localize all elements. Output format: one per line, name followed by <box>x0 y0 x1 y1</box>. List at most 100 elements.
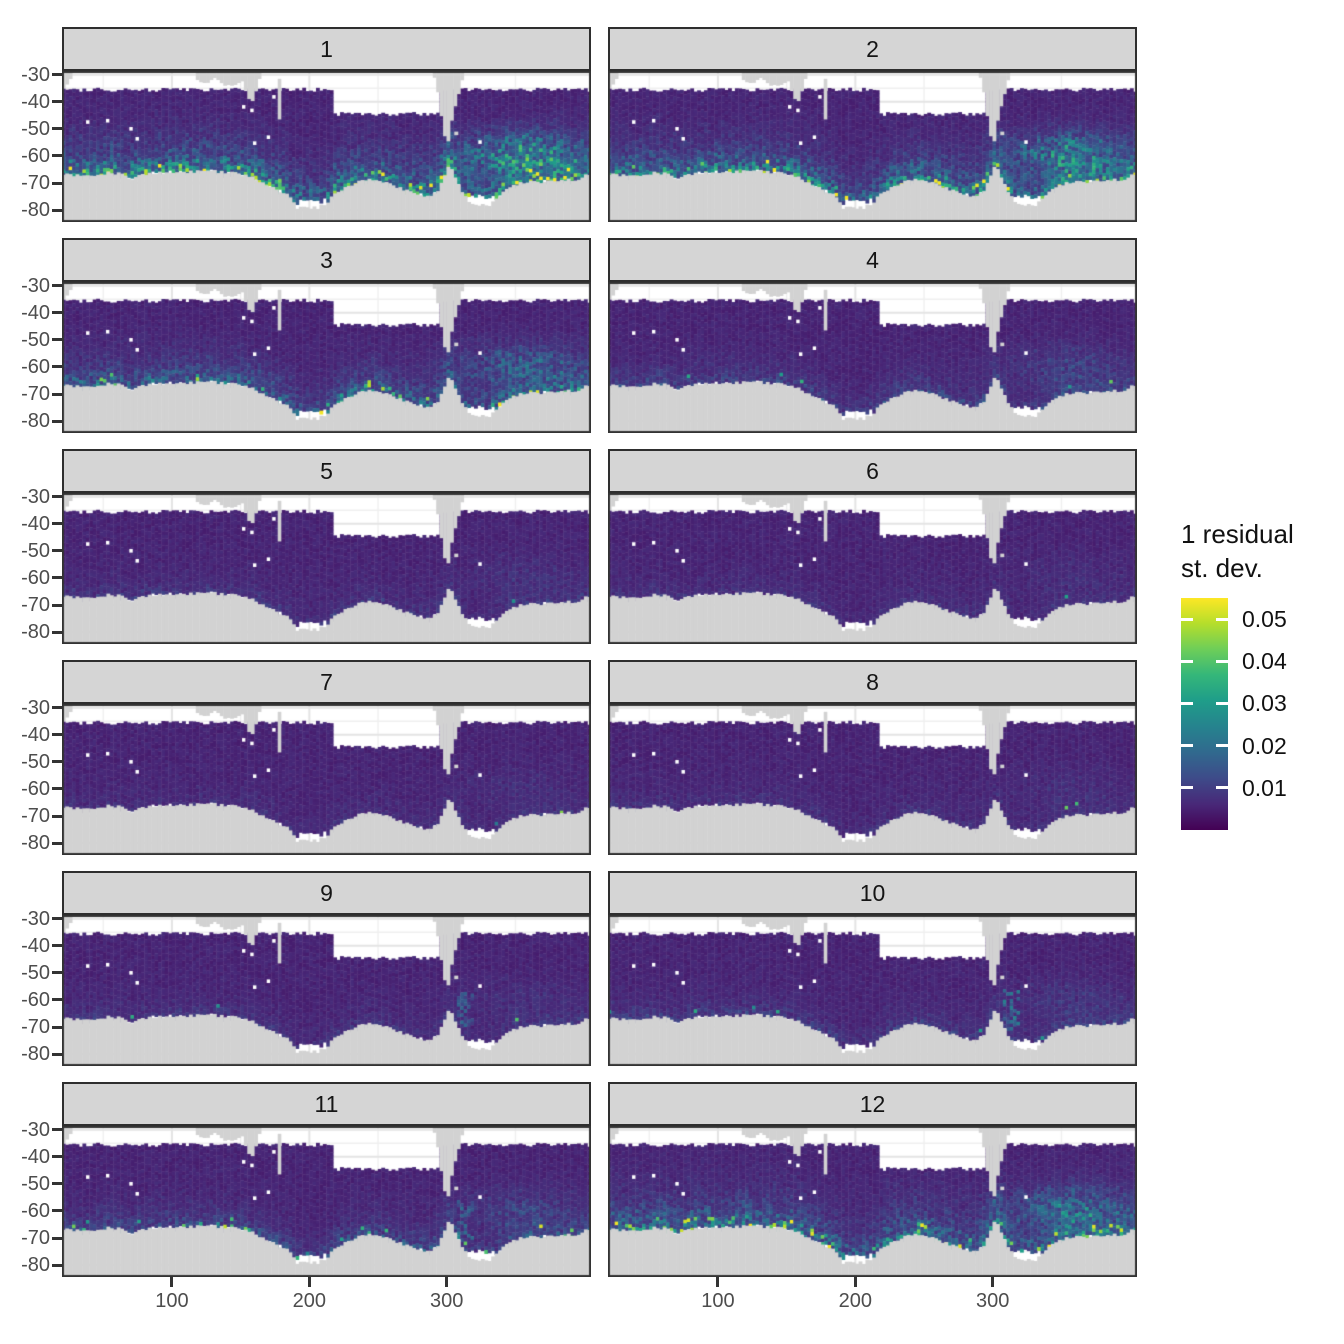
y-axis-tick <box>52 100 62 104</box>
y-axis-tick <box>52 706 62 710</box>
legend-tick-right <box>1216 786 1228 790</box>
legend-title-line1: 1 residual <box>1181 519 1294 549</box>
y-axis-tick <box>52 971 62 975</box>
y-axis-tick <box>52 419 62 423</box>
facet-strip-7: 7 <box>62 660 591 704</box>
legend-tick-right <box>1216 659 1228 663</box>
map-panel-12 <box>608 1126 1137 1277</box>
y-axis-tick <box>52 127 62 131</box>
x-axis-tick <box>991 1277 995 1287</box>
y-axis-tick <box>52 1209 62 1213</box>
y-axis-tick <box>52 284 62 288</box>
y-axis-tick <box>52 733 62 737</box>
facet-strip-12: 12 <box>608 1082 1137 1126</box>
y-axis-label: -40 <box>21 301 50 324</box>
map-panel-6 <box>608 493 1137 644</box>
y-axis-label: -80 <box>21 1043 50 1066</box>
y-axis-tick <box>52 311 62 315</box>
y-axis-tick <box>52 603 62 607</box>
y-axis-label: -60 <box>21 1199 50 1222</box>
y-axis-label: -50 <box>21 961 50 984</box>
x-axis-label: 200 <box>292 1290 326 1312</box>
y-axis-label: -50 <box>21 750 50 773</box>
facet-strip-10: 10 <box>608 871 1137 915</box>
x-axis-label: 300 <box>976 1290 1010 1312</box>
legend-tick-left <box>1181 659 1193 663</box>
y-axis-label: -60 <box>21 355 50 378</box>
y-axis-label: -30 <box>21 274 50 297</box>
y-axis-label: -50 <box>21 117 50 140</box>
y-axis-label: -80 <box>21 832 50 855</box>
x-axis-label: 100 <box>155 1290 189 1312</box>
y-axis-tick <box>52 1025 62 1029</box>
facet-label: 4 <box>866 246 879 273</box>
facet-label: 8 <box>866 668 879 695</box>
y-axis-label: -80 <box>21 1254 50 1277</box>
legend-title-line2: st. dev. <box>1181 553 1263 583</box>
facet-strip-11: 11 <box>62 1082 591 1126</box>
legend-value-label: 0.04 <box>1242 648 1287 675</box>
legend-tick-left <box>1181 744 1193 748</box>
y-axis-label: -40 <box>21 1145 50 1168</box>
x-axis-tick <box>170 1277 174 1287</box>
y-axis-tick <box>52 154 62 158</box>
y-axis-label: -30 <box>21 63 50 86</box>
map-panel-7 <box>62 704 591 855</box>
x-axis-tick <box>445 1277 449 1287</box>
legend-tick-left <box>1181 786 1193 790</box>
map-panel-1 <box>62 71 591 222</box>
y-axis-label: -80 <box>21 199 50 222</box>
y-axis-label: -30 <box>21 1118 50 1141</box>
y-axis-label: -70 <box>21 594 50 617</box>
facet-label: 1 <box>320 35 333 62</box>
legend-value-label: 0.05 <box>1242 606 1287 633</box>
facet-strip-2: 2 <box>608 27 1137 71</box>
facet-strip-6: 6 <box>608 449 1137 493</box>
y-axis-label: -50 <box>21 1172 50 1195</box>
facet-label: 6 <box>866 457 879 484</box>
y-axis-label: -50 <box>21 328 50 351</box>
x-axis-tick <box>853 1277 857 1287</box>
y-axis-tick <box>52 787 62 791</box>
x-axis-label: 300 <box>430 1290 464 1312</box>
legend-tick-left <box>1181 617 1193 621</box>
legend-value-label: 0.02 <box>1242 732 1287 759</box>
y-axis-label: -80 <box>21 410 50 433</box>
map-panel-8 <box>608 704 1137 855</box>
y-axis-tick <box>52 1052 62 1056</box>
y-axis-tick <box>52 841 62 845</box>
y-axis-label: -40 <box>21 90 50 113</box>
y-axis-label: -40 <box>21 934 50 957</box>
legend-colorbar <box>1181 598 1228 830</box>
y-axis-label: -40 <box>21 723 50 746</box>
facet-strip-9: 9 <box>62 871 591 915</box>
map-panel-9 <box>62 915 591 1066</box>
map-panel-5 <box>62 493 591 644</box>
facet-strip-1: 1 <box>62 27 591 71</box>
x-axis-tick <box>307 1277 311 1287</box>
y-axis-label: -30 <box>21 907 50 930</box>
y-axis-tick <box>52 208 62 212</box>
legend-tick-right <box>1216 701 1228 705</box>
x-axis-tick <box>716 1277 720 1287</box>
y-axis-tick <box>52 1182 62 1186</box>
map-panel-10 <box>608 915 1137 1066</box>
facet-strip-8: 8 <box>608 660 1137 704</box>
legend-tick-right <box>1216 744 1228 748</box>
y-axis-tick <box>52 392 62 396</box>
y-axis-tick <box>52 1155 62 1159</box>
facet-label: 7 <box>320 668 333 695</box>
facet-label: 3 <box>320 246 333 273</box>
map-panel-11 <box>62 1126 591 1277</box>
facet-label: 9 <box>320 879 333 906</box>
y-axis-tick <box>52 1236 62 1240</box>
map-panel-4 <box>608 282 1137 433</box>
facet-label: 5 <box>320 457 333 484</box>
y-axis-label: -60 <box>21 144 50 167</box>
y-axis-label: -30 <box>21 696 50 719</box>
y-axis-label: -70 <box>21 1016 50 1039</box>
y-axis-tick <box>52 576 62 580</box>
y-axis-label: -30 <box>21 485 50 508</box>
y-axis-tick <box>52 917 62 921</box>
